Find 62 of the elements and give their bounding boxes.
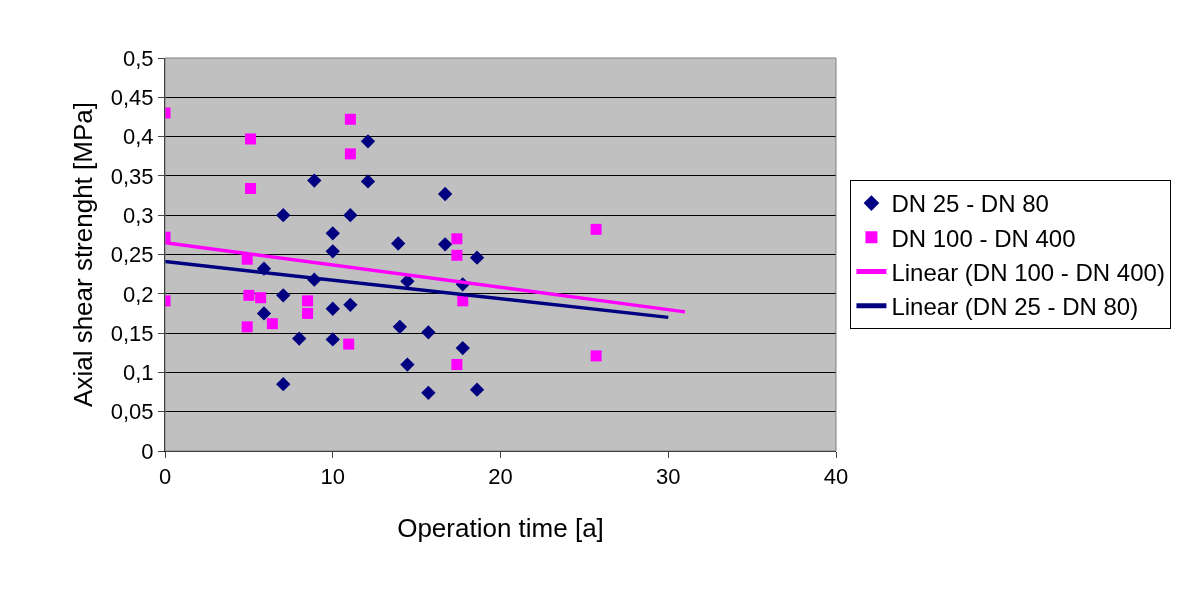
x-tick-label: 30 [656,464,681,490]
legend-label: DN 25 - DN 80 [891,190,1049,218]
point [451,249,463,261]
point [266,318,278,330]
y-tick-label: 0 [141,438,154,464]
point [276,208,291,223]
point [292,331,307,346]
point [343,338,355,350]
legend-label: Linear (DN 25 - DN 80) [891,293,1139,321]
point [343,208,358,223]
point [391,236,406,251]
point [245,133,257,145]
point [392,319,407,334]
y-tick-label: 0,45 [110,85,154,110]
point [437,237,453,252]
point [360,134,376,149]
y-tick-label: 0,35 [110,163,154,189]
x-axis-title: Operation time [a] [397,513,604,544]
point [590,223,602,235]
point [451,233,463,245]
point [455,340,470,356]
point [276,288,291,303]
y-tick-label: 0,5 [123,45,154,71]
point [344,113,356,125]
point [590,350,602,362]
point [302,307,314,319]
point [325,301,340,316]
y-tick-label: 0,25 [110,242,154,268]
point [469,250,485,265]
point [325,244,340,259]
legend-label: DN 100 - DN 400 [891,224,1076,252]
point [255,292,267,304]
point [421,325,436,340]
y-tick-label: 0,15 [110,320,154,346]
x-tick-label: 40 [823,464,849,490]
point [469,382,485,397]
legend-label: Linear (DN 100 - DN 400) [891,258,1165,286]
point [243,289,255,301]
x-tick-label: 20 [488,464,513,490]
y-tick-label: 0,3 [123,202,154,228]
point [302,295,314,307]
point [421,385,436,400]
point [256,306,272,321]
x-tick-label: 10 [320,464,345,490]
point [451,359,463,371]
point [276,377,291,392]
point [437,186,453,202]
y-tick-label: 0,2 [123,281,154,307]
point [241,321,253,333]
y-axis-title: Axial shear strenght [MPa] [68,102,99,407]
y-tick-label: 0,4 [123,124,154,150]
point [344,148,356,160]
point [245,182,257,194]
point [325,332,340,347]
y-tick-label: 0,1 [123,360,154,386]
point [325,226,340,241]
x-tick-label: 0 [158,464,172,490]
point [360,174,376,189]
y-tick-label: 0,05 [110,399,154,425]
point [343,297,358,312]
point [307,173,322,188]
point [400,357,415,372]
